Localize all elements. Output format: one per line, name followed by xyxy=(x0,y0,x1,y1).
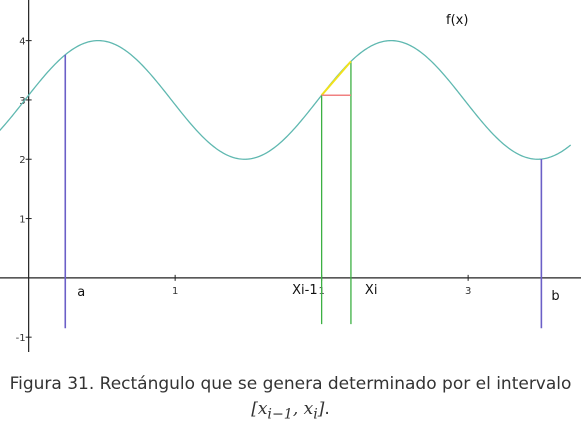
y-tick-label-4: 4 xyxy=(19,37,25,48)
caption-math-close: ] xyxy=(317,399,325,419)
vertical-lines xyxy=(64,54,543,329)
x-tick-label-0: 1 xyxy=(172,286,178,297)
axes xyxy=(0,0,581,352)
caption-math-sub2: i xyxy=(313,406,318,423)
caption-math-sub1: i−1 xyxy=(267,406,293,423)
secant-line xyxy=(320,60,352,96)
x-tick-label-2: 3 xyxy=(465,286,471,297)
caption-math-open: [x xyxy=(251,399,268,419)
caption-text: Figura 31. Rectángulo que se genera dete… xyxy=(9,374,572,394)
label-a: a xyxy=(77,285,85,300)
figure-caption: Figura 31. Rectángulo que se genera dete… xyxy=(0,372,581,427)
function-curve xyxy=(0,39,572,160)
label-xi: Xi xyxy=(365,283,378,298)
y-tick-label-2: 2 xyxy=(19,155,25,166)
caption-math-mid: , x xyxy=(292,399,314,419)
function-label: f(x) xyxy=(446,13,468,28)
y-tick-label-0: -1 xyxy=(16,333,26,344)
y-tick-label-1: 1 xyxy=(19,215,25,226)
point-labels: a Xi-1 Xi b f(x) xyxy=(77,13,559,304)
segment-lines xyxy=(320,60,352,96)
caption-math: [xi−1, xi] xyxy=(251,399,325,423)
label-b: b xyxy=(551,289,559,304)
label-xi-minus-1: Xi-1 xyxy=(292,283,317,298)
caption-period: . xyxy=(324,399,330,419)
y-tick-label-3: 3 xyxy=(19,96,25,107)
